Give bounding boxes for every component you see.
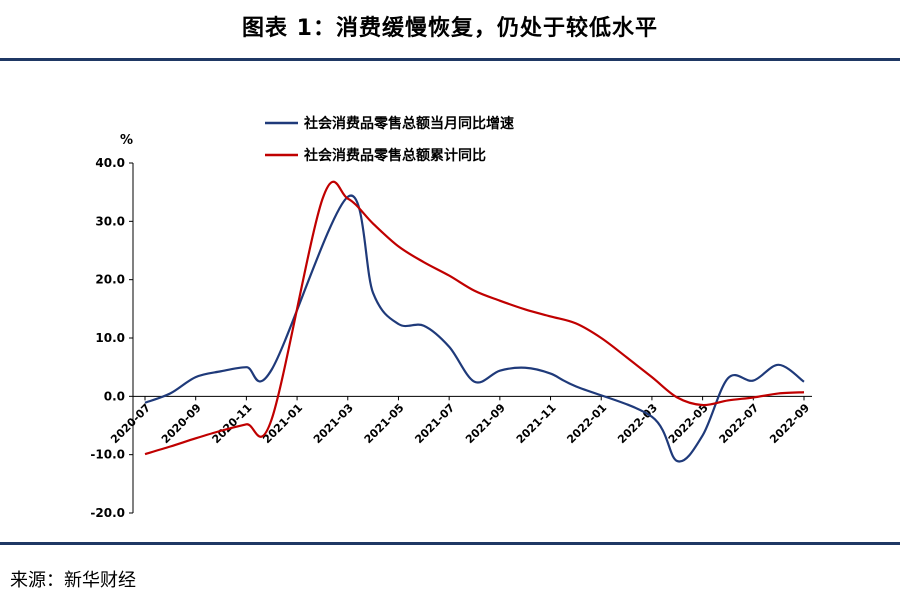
- x-tick-label: 2021-03: [311, 401, 356, 446]
- legend: 社会消费品零售总额当月同比增速 社会消费品零售总额累计同比: [265, 115, 514, 164]
- x-tick-label: 2020-09: [159, 401, 204, 446]
- bottom-rule: [0, 542, 900, 545]
- x-tick-label: 2022-07: [717, 401, 762, 446]
- x-tick-label: 2021-07: [412, 401, 457, 446]
- y-tick-label: 30.0: [95, 214, 125, 228]
- y-tick-label: 40.0: [95, 156, 125, 170]
- y-tick-label: 10.0: [95, 331, 125, 345]
- x-tick-label: 2021-11: [514, 401, 559, 446]
- y-tick-label: -10.0: [90, 448, 125, 462]
- figure-title: 图表 1：消费缓慢恢复，仍处于较低水平: [242, 16, 658, 41]
- x-tick-label: 2021-01: [260, 401, 305, 446]
- x-tick-label: 2022-05: [666, 401, 711, 446]
- x-tick-label: 2022-01: [564, 401, 609, 446]
- chart-axes: [132, 163, 812, 513]
- series-line-monthly: [144, 194, 805, 463]
- legend-label-monthly: 社会消费品零售总额当月同比增速: [303, 115, 514, 132]
- tick-group: -20.0 -10.0 0.0 10.0 20.0 30.0 40.0 2020-07 2020…: [90, 156, 812, 520]
- series-line-cumulative: [144, 180, 805, 456]
- top-rule: [0, 58, 900, 61]
- source-note: 来源：新华财经: [10, 570, 136, 591]
- x-tick-label: 2022-09: [767, 401, 812, 446]
- y-tick-label: 0.0: [104, 389, 125, 403]
- y-tick-label: -20.0: [90, 506, 125, 520]
- y-tick-label: 20.0: [95, 273, 125, 287]
- x-tick-label: 2021-05: [362, 401, 407, 446]
- series-group: [144, 180, 805, 463]
- x-tick-label: 2021-09: [463, 401, 508, 446]
- legend-label-cumulative: 社会消费品零售总额累计同比: [303, 147, 486, 164]
- x-tick-label: 2020-07: [108, 401, 153, 446]
- y-unit-label: %: [120, 133, 133, 148]
